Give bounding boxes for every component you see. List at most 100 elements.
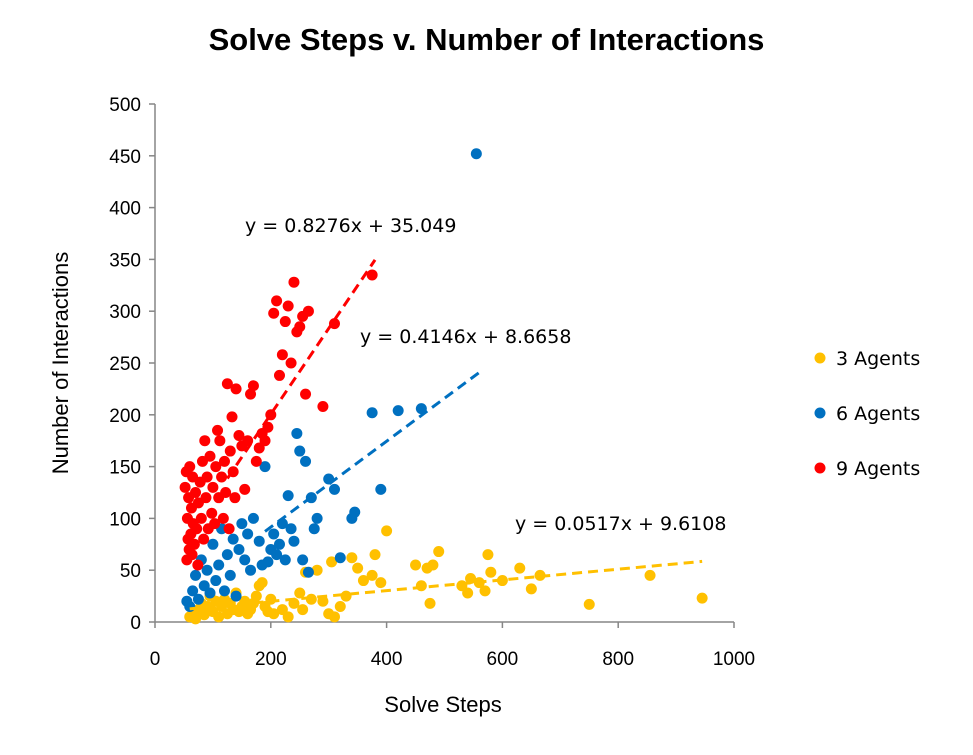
data-point (179, 481, 191, 493)
data-point (696, 592, 708, 604)
data-point (213, 559, 225, 571)
data-point (247, 380, 259, 392)
data-point (184, 461, 196, 473)
data-point (250, 455, 262, 467)
data-point (366, 269, 378, 281)
data-point (214, 435, 226, 447)
data-point (291, 427, 303, 439)
data-point (268, 528, 280, 540)
data-point (216, 471, 228, 483)
data-point (415, 403, 427, 415)
trendline-equation: y = 0.8276x + 35.049 (245, 215, 456, 237)
x-tick-label: 800 (602, 649, 634, 670)
data-point (294, 587, 306, 599)
y-tick-label: 500 (109, 95, 141, 116)
data-point (236, 518, 248, 530)
data-point (184, 600, 196, 612)
data-point (282, 490, 294, 502)
data-point (479, 585, 491, 597)
data-point (346, 552, 358, 564)
data-point (199, 435, 211, 447)
chart-title: Solve Steps v. Number of Interactions (208, 22, 765, 57)
data-point (357, 575, 369, 587)
data-point (224, 569, 236, 581)
data-point (190, 487, 202, 498)
y-tick-label: 0 (130, 613, 141, 634)
data-point (427, 559, 439, 571)
data-point (375, 577, 387, 589)
trendlines (189, 259, 703, 611)
data-point (186, 549, 198, 561)
data-point (224, 445, 236, 457)
data-point (259, 435, 271, 447)
legend-label: 3 Agents (836, 348, 920, 370)
data-point (288, 535, 300, 547)
data-point (311, 512, 323, 524)
x-tick-label: 0 (150, 649, 161, 670)
data-point (247, 512, 259, 524)
x-tick-label: 200 (255, 649, 287, 670)
data-point (226, 411, 238, 423)
data-point (297, 604, 309, 616)
data-point (256, 577, 268, 589)
data-point (334, 600, 346, 612)
data-point (207, 481, 219, 493)
data-point (465, 572, 477, 584)
data-point (223, 523, 235, 535)
y-tick-label: 200 (109, 406, 141, 427)
data-point (233, 430, 245, 442)
y-tick-label: 300 (109, 302, 141, 323)
data-points (179, 148, 708, 625)
legend: 3 Agents 6 Agents 9 Agents (814, 348, 920, 480)
data-point (276, 349, 288, 361)
data-point (302, 305, 314, 317)
data-point (221, 549, 233, 561)
data-point (485, 566, 497, 578)
data-point (300, 388, 312, 400)
data-point (262, 556, 274, 568)
data-point (268, 608, 280, 620)
data-point (192, 593, 204, 605)
data-point (233, 543, 245, 555)
data-point (392, 405, 404, 417)
x-tick-label: 400 (371, 649, 403, 670)
data-point (245, 388, 257, 400)
data-point (410, 559, 422, 571)
x-axis-title: Solve Steps (384, 692, 501, 717)
data-point (245, 564, 257, 576)
data-point (209, 518, 221, 530)
data-point (213, 611, 225, 623)
data-point (366, 407, 378, 419)
data-point (229, 492, 241, 504)
legend-marker (814, 462, 826, 474)
data-point (583, 598, 595, 610)
y-tick-label: 450 (109, 147, 141, 168)
data-point (349, 506, 361, 518)
data-point (482, 549, 494, 561)
data-point (285, 523, 297, 535)
data-point (218, 585, 230, 597)
data-point (191, 523, 203, 535)
data-point (230, 383, 242, 395)
data-point (340, 590, 352, 602)
data-point (415, 580, 427, 592)
data-point (433, 546, 445, 558)
data-point (297, 554, 309, 566)
trendline-equations: y = 0.0517x + 9.6108 y = 0.4146x + 8.6658… (245, 215, 726, 535)
data-point (227, 533, 239, 545)
data-point (375, 483, 387, 495)
axes (154, 104, 734, 623)
data-point (644, 569, 656, 581)
data-point (206, 507, 218, 519)
series-9-agents (179, 269, 378, 571)
y-tick-label: 400 (109, 199, 141, 220)
y-tick-label: 50 (120, 561, 141, 582)
data-point (188, 538, 200, 550)
legend-label: 9 Agents (836, 458, 920, 480)
data-point (282, 611, 294, 623)
data-point (271, 549, 283, 561)
x-tick-label: 600 (487, 649, 519, 670)
y-tick-label: 250 (109, 354, 141, 375)
data-point (302, 566, 314, 578)
data-point (271, 295, 283, 307)
